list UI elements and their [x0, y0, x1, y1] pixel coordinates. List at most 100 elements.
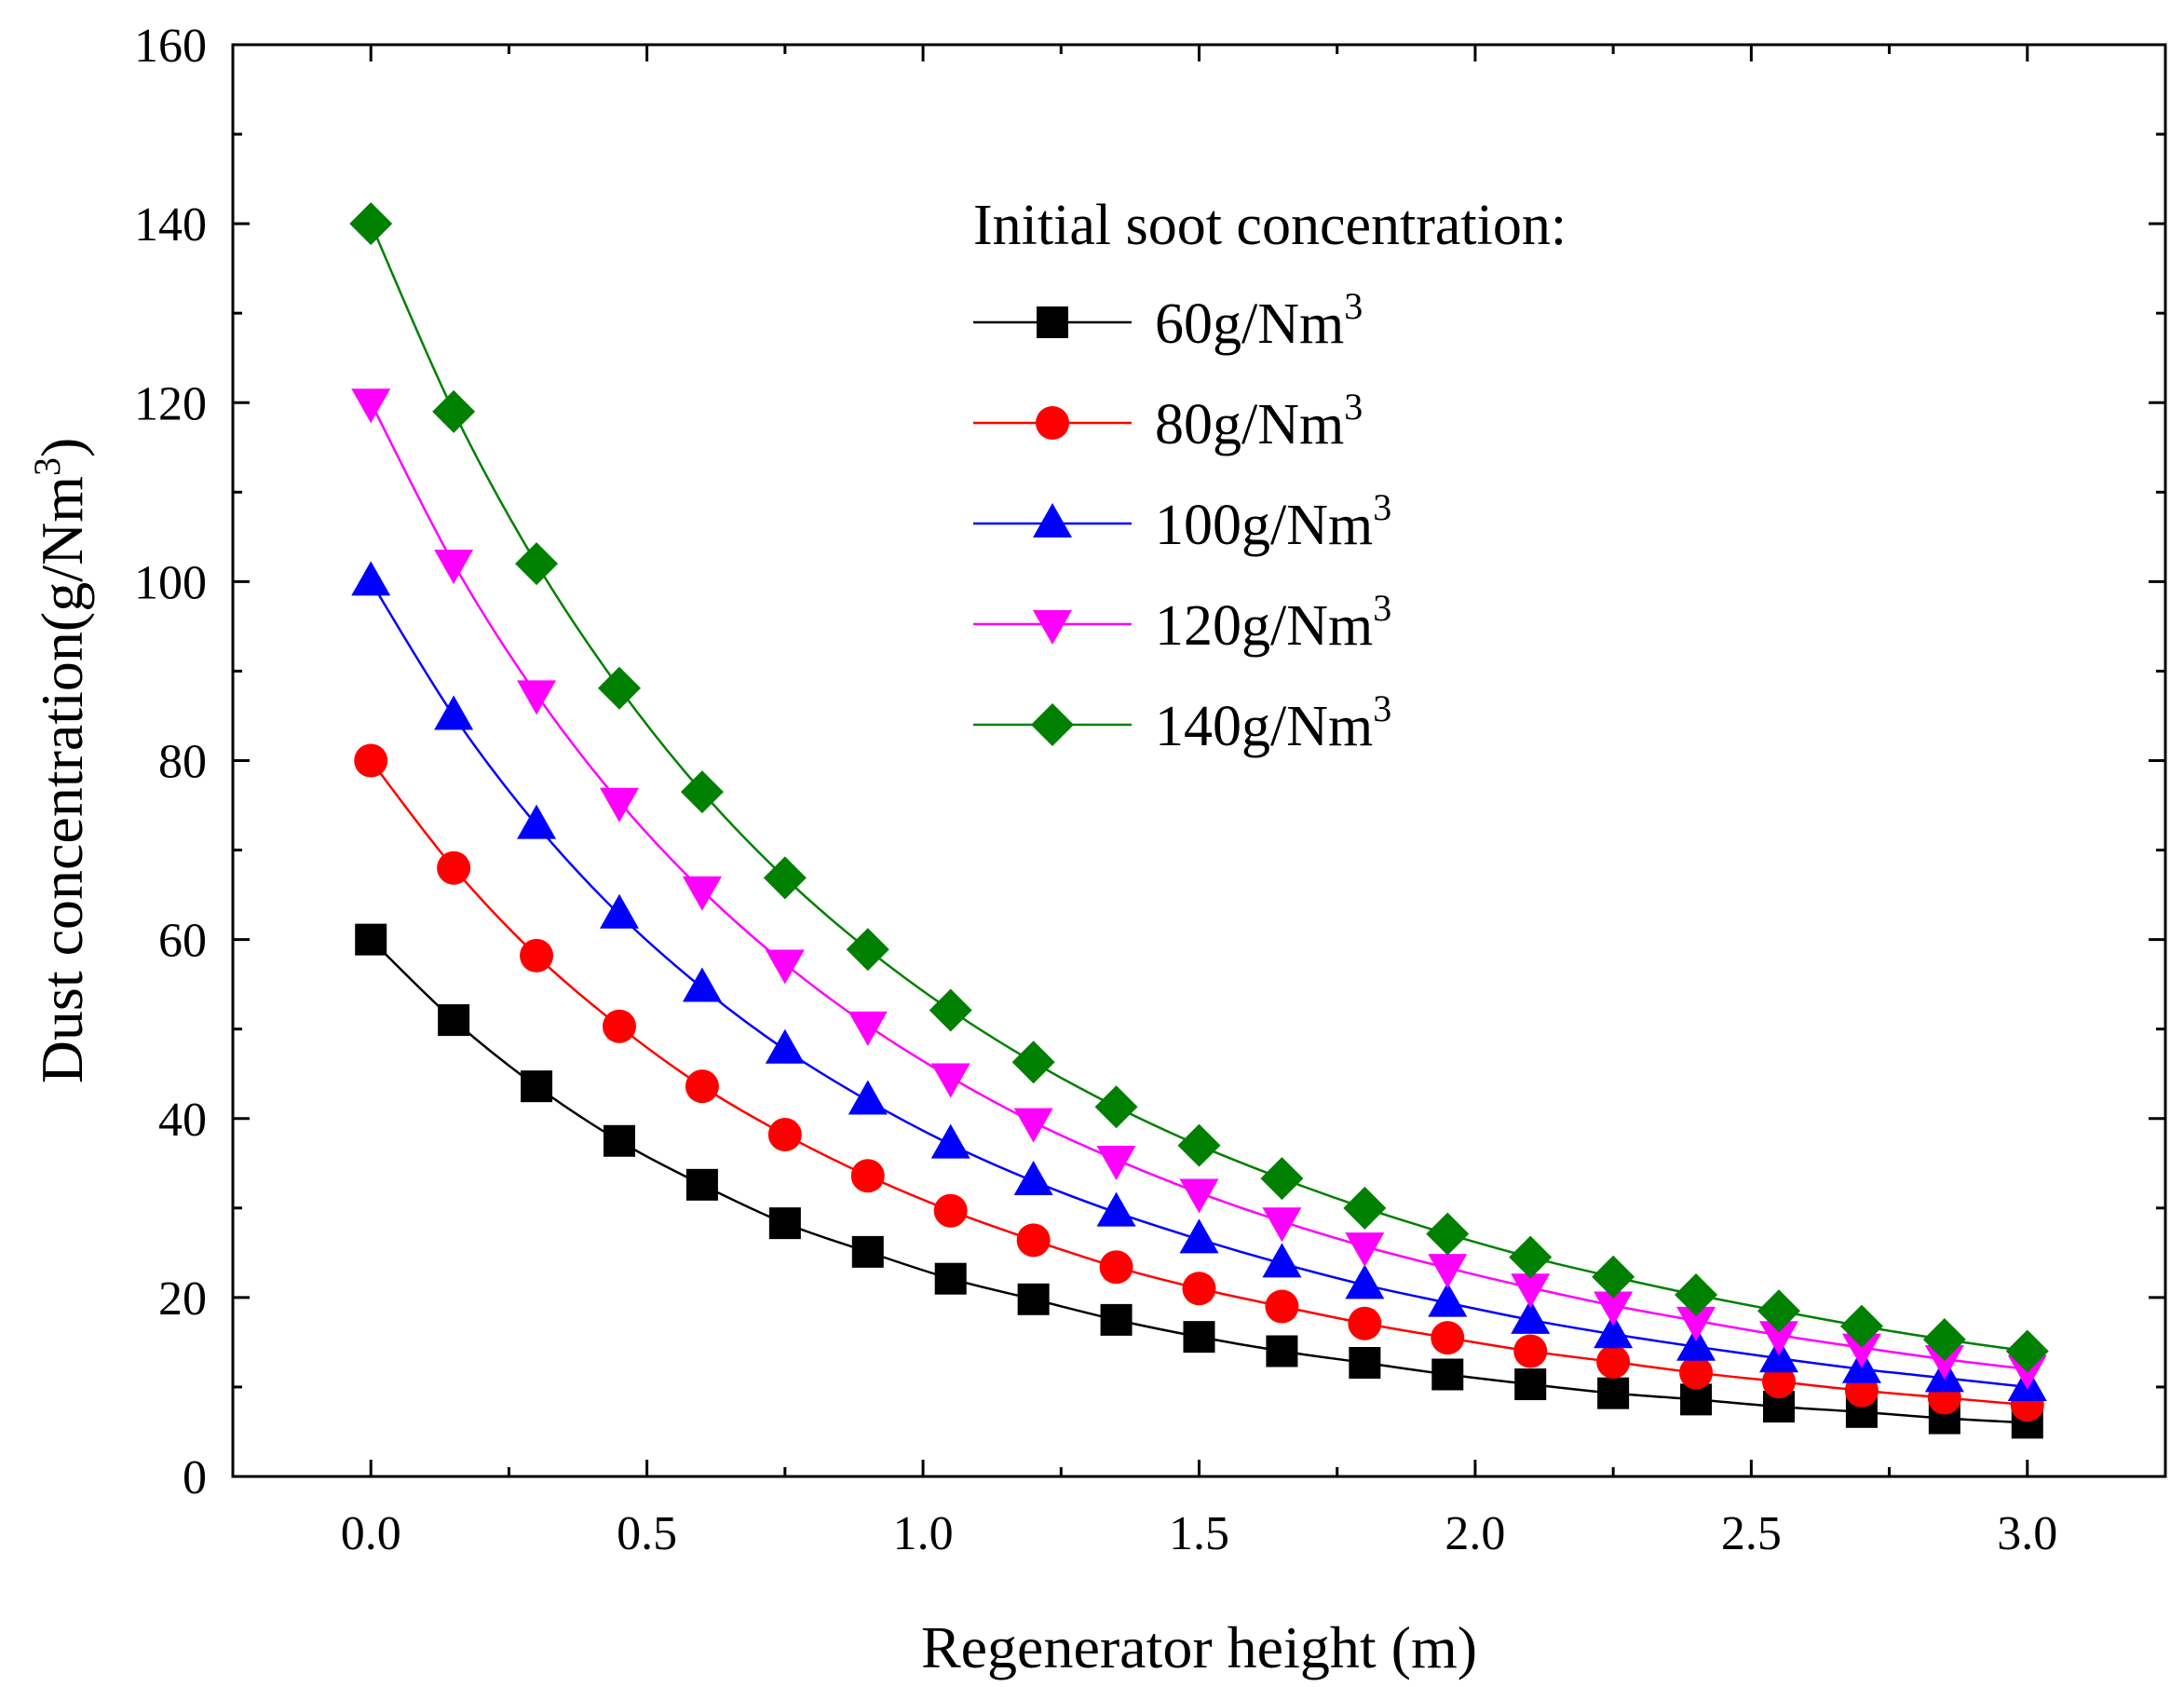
data-point: [351, 561, 391, 596]
data-point: [1179, 1178, 1219, 1214]
data-point: [846, 928, 889, 972]
legend-label-sup: 3: [1373, 486, 1391, 528]
legend-marker: [1033, 610, 1072, 645]
legend-label: 100g/Nm3: [1155, 486, 1391, 557]
data-point: [1511, 1299, 1551, 1334]
y-axis-title-sup: 3: [26, 457, 68, 476]
data-point: [1675, 1272, 1718, 1316]
legend-label-text: 100g/Nm: [1155, 494, 1373, 557]
data-point: [1100, 1303, 1133, 1336]
y-axis-title: Dust concentration(g/Nm3): [26, 438, 95, 1084]
legend-marker: [1031, 703, 1074, 746]
data-point: [1017, 1283, 1050, 1315]
legend-item: 140g/Nm3: [973, 687, 1391, 758]
y-tick-label: 120: [134, 377, 207, 430]
data-point: [1757, 1289, 1800, 1333]
y-tick-label: 20: [158, 1272, 207, 1326]
data-point: [1016, 1223, 1051, 1258]
data-point: [1924, 1345, 1964, 1381]
data-point: [517, 680, 557, 715]
data-point: [848, 1080, 888, 1115]
data-point: [851, 1235, 884, 1268]
data-point: [765, 949, 805, 985]
x-tick-label: 0.0: [341, 1507, 401, 1560]
data-point: [763, 856, 807, 900]
x-tick-label: 3.0: [1997, 1507, 2057, 1560]
data-point: [1345, 1232, 1385, 1268]
data-point: [515, 542, 559, 586]
x-tick-label: 2.0: [1445, 1507, 1505, 1560]
data-point: [930, 1123, 970, 1159]
data-point: [600, 787, 639, 823]
legend-item: 100g/Nm3: [973, 486, 1391, 557]
data-point: [520, 938, 554, 973]
y-tick-label: 100: [134, 556, 207, 609]
legend-marker: [1036, 406, 1069, 440]
legend-title: Initial soot concentration:: [973, 194, 1567, 257]
y-tick-label: 40: [158, 1094, 207, 1147]
legend-label: 80g/Nm3: [1155, 386, 1363, 456]
data-point: [517, 804, 557, 839]
y-tick-label: 160: [134, 20, 207, 73]
data-point: [1839, 1304, 1883, 1348]
series-line: [370, 580, 2028, 1389]
legend-label-sup: 3: [1344, 285, 1363, 327]
data-point: [1679, 1355, 1714, 1390]
series-1: [354, 743, 2044, 1422]
data-point: [850, 1159, 885, 1193]
data-point: [929, 988, 972, 1032]
data-point: [1345, 1264, 1385, 1299]
data-point: [1266, 1335, 1298, 1367]
data-point: [930, 1063, 970, 1098]
data-point: [1099, 1250, 1133, 1285]
data-point: [434, 550, 474, 585]
legend-label: 140g/Nm3: [1155, 687, 1391, 758]
data-point: [767, 1118, 802, 1152]
data-point: [1182, 1272, 1216, 1306]
x-tick-label: 1.0: [893, 1507, 954, 1560]
legend-label-text: 80g/Nm: [1155, 393, 1344, 456]
data-point: [1431, 1321, 1465, 1355]
data-point: [521, 1070, 553, 1103]
legend-item: 80g/Nm3: [973, 386, 1363, 456]
legend: Initial soot concentration:60g/Nm380g/Nm…: [973, 194, 1567, 758]
data-point: [1177, 1123, 1221, 1167]
data-point: [604, 1124, 635, 1157]
data-point: [2005, 1329, 2049, 1373]
data-point: [1431, 1358, 1464, 1391]
data-point: [1592, 1255, 1635, 1299]
series-line: [370, 401, 2028, 1370]
data-point: [1262, 1207, 1302, 1243]
series-4: [349, 202, 2049, 1373]
data-point: [1183, 1321, 1215, 1354]
data-point: [1511, 1273, 1551, 1309]
data-point: [603, 1009, 636, 1043]
data-point: [1509, 1235, 1553, 1279]
data-point: [682, 876, 722, 911]
y-tick-label: 0: [183, 1451, 207, 1504]
y-axis-title-main: Dust concentration(g/Nm: [29, 476, 95, 1083]
data-point: [1676, 1306, 1716, 1341]
legend-label-text: 140g/Nm: [1155, 695, 1373, 758]
data-point: [355, 923, 387, 956]
legend-marker: [1037, 306, 1068, 338]
legend-label-text: 60g/Nm: [1155, 293, 1344, 356]
data-point: [600, 893, 639, 929]
data-point: [437, 850, 471, 885]
data-point: [349, 202, 393, 246]
data-point: [1922, 1318, 1966, 1362]
legend-item: 60g/Nm3: [973, 285, 1363, 356]
axes-layer: 0.0 0.5 1.0 1.5 2.0 2.5 3.0 0 20 40 60 80 100 120 140 1…: [134, 20, 2167, 1560]
data-point: [438, 1004, 470, 1037]
data-point: [1513, 1334, 1548, 1368]
data-point: [933, 1193, 968, 1228]
legend-label: 60g/Nm3: [1155, 285, 1363, 356]
data-point: [1013, 1108, 1053, 1143]
legend-label-sup: 3: [1373, 587, 1391, 629]
y-tick-label: 140: [134, 198, 207, 252]
data-point: [682, 967, 722, 1002]
data-point: [934, 1262, 967, 1295]
data-point: [765, 1028, 805, 1064]
